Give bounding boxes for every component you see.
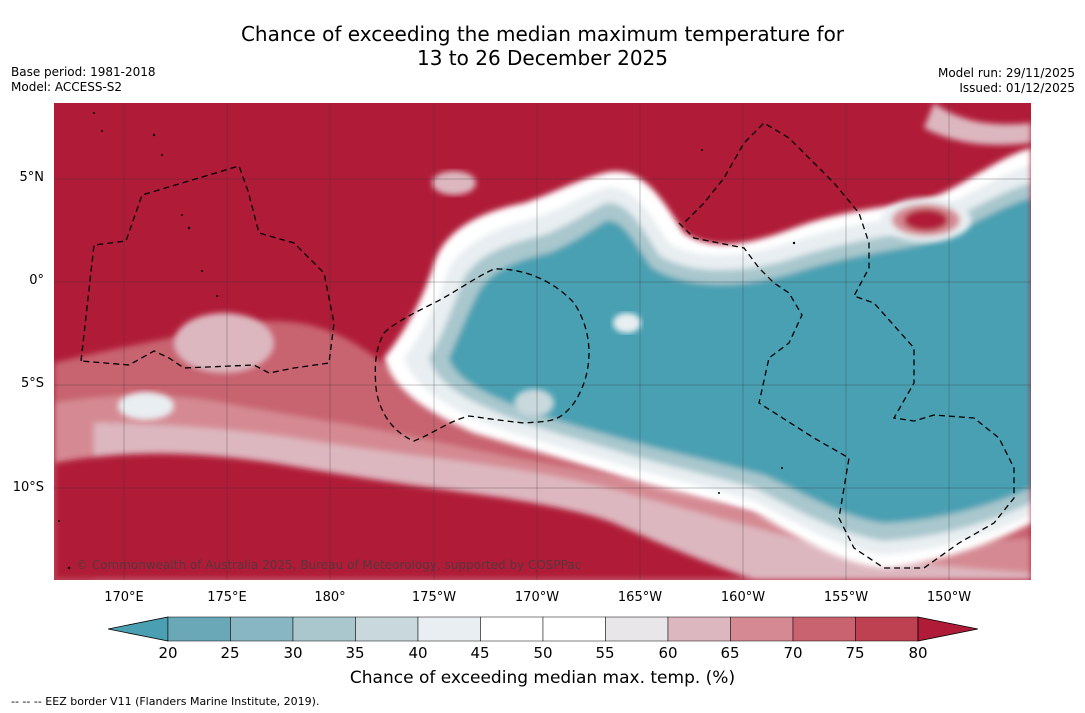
probability-map (54, 103, 1031, 580)
colorbar-bin-40-45 (417, 616, 481, 642)
colorbar-bin-65-70 (730, 616, 794, 642)
colorbar-bin-50-55 (542, 616, 606, 642)
lon-label-170e: 170°E (104, 590, 144, 605)
colorbar-bin-55-60 (605, 616, 669, 642)
meta-right: Model run: 29/11/2025 Issued: 01/12/2025 (938, 66, 1075, 96)
colorbar-tick-50: 50 (533, 644, 553, 662)
northeast-top-band (924, 103, 1031, 145)
islands (58, 112, 796, 570)
colorbar-bin-35-40 (355, 616, 419, 642)
colorbar-label: Chance of exceeding median max. temp. (%… (349, 668, 736, 688)
colorbar-bin-20-25 (167, 616, 231, 642)
lat-label-10s: 10°S (12, 480, 44, 495)
lat-label-0: 0° (29, 273, 44, 288)
base-period: Base period: 1981-2018 (11, 65, 156, 79)
map-title: Chance of exceeding the median maximum t… (0, 22, 1085, 70)
western-white-patch (118, 392, 174, 420)
lat-label-5n: 5°N (19, 170, 45, 185)
eez-borders (80, 122, 1015, 569)
colorbar-tick-40: 40 (408, 644, 428, 662)
colorbar-tick-60: 60 (658, 644, 678, 662)
colorbar-bin-30-35 (292, 616, 356, 642)
colorbar-tick-25: 25 (220, 644, 240, 662)
title-line-1: Chance of exceeding the median maximum t… (240, 22, 845, 46)
meta-left: Base period: 1981-2018 Model: ACCESS-S2 (11, 65, 156, 95)
colorbar-tick-65: 65 (720, 644, 740, 662)
colorbar-tick-20: 20 (158, 644, 178, 662)
lat-label-5s: 5°S (20, 376, 44, 391)
copyright-notice: © Commonwealth of Australia 2025, Bureau… (76, 558, 582, 572)
north-pink-patch (432, 171, 476, 195)
model-run: Model run: 29/11/2025 (937, 66, 1075, 80)
lon-label-150w: 150°W (926, 590, 972, 605)
lon-label-165w: 165°W (617, 590, 663, 605)
colorbar-tick-80: 80 (908, 644, 928, 662)
colorbar-bin-60-65 (667, 616, 731, 642)
colorbar-bin-25-30 (230, 616, 294, 642)
colorbar-bin-75-80 (855, 616, 919, 642)
colorbar-over-arrow (917, 616, 978, 642)
lon-label-175e: 175°E (207, 590, 247, 605)
colorbar-bin-70-75 (792, 616, 856, 642)
title-line-2: 13 to 26 December 2025 (416, 46, 668, 70)
gridlines (54, 103, 1031, 580)
colorbar-bin-45-50 (480, 616, 544, 642)
lon-label-175w: 175°W (411, 590, 457, 605)
colorbar-tick-55: 55 (595, 644, 615, 662)
colorbar-tick-45: 45 (470, 644, 490, 662)
northeast-hot-pocket (881, 198, 971, 242)
colorbar-under-arrow (108, 616, 169, 642)
lon-label-170w: 170°W (514, 590, 560, 605)
central-white-spot (613, 313, 641, 333)
colorbar-tick-35: 35 (345, 644, 365, 662)
colorbar (108, 616, 978, 642)
lon-label-180: 180° (314, 590, 346, 605)
lon-label-160w: 160°W (720, 590, 766, 605)
eez-footnote: -- -- -- EEZ border V11 (Flanders Marine… (11, 695, 320, 708)
colorbar-tick-30: 30 (283, 644, 303, 662)
western-pink-patch (174, 313, 274, 373)
lon-label-155w: 155°W (823, 590, 869, 605)
issued-date: Issued: 01/12/2025 (959, 81, 1075, 95)
central-grey-patch (514, 389, 554, 417)
colorbar-tick-75: 75 (845, 644, 865, 662)
southern-red (54, 453, 754, 580)
model-name: Model: ACCESS-S2 (11, 80, 123, 94)
colorbar-tick-70: 70 (783, 644, 803, 662)
